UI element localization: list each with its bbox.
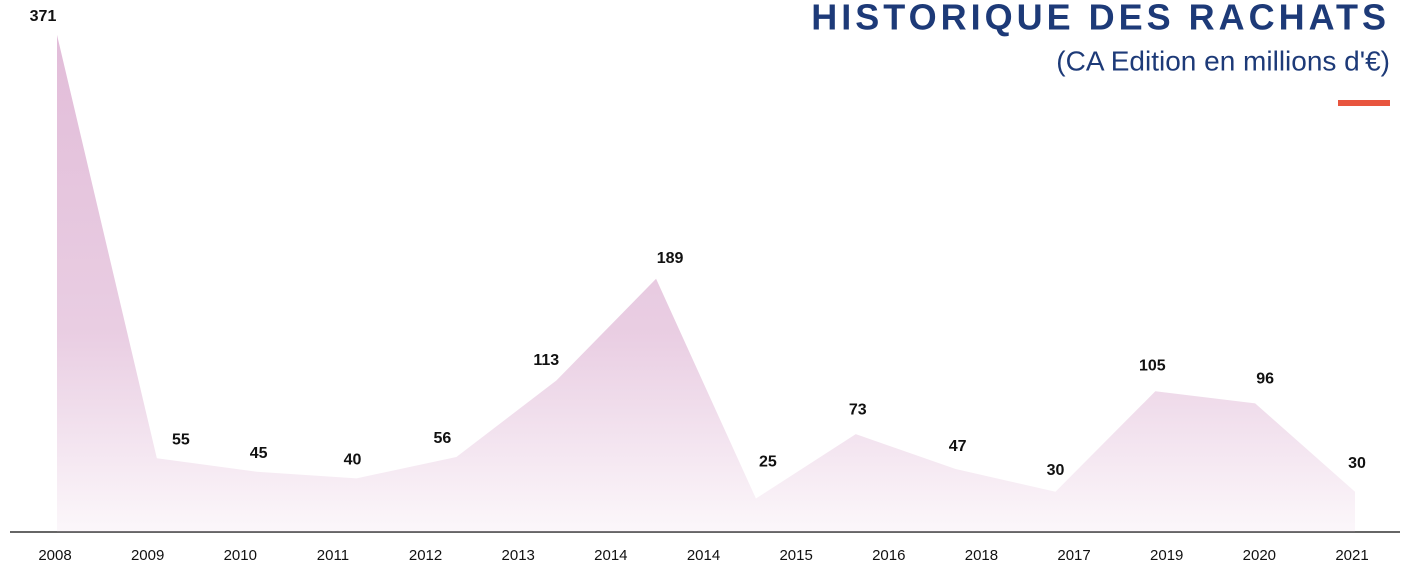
x-tick-label: 2010 <box>224 547 257 564</box>
data-label: 96 <box>1256 371 1274 388</box>
x-tick-label: 2015 <box>779 547 812 564</box>
data-label: 105 <box>1139 358 1166 375</box>
x-tick-label: 2017 <box>1057 547 1090 564</box>
data-label: 45 <box>250 445 268 462</box>
x-tick-label: 2021 <box>1335 547 1368 564</box>
x-tick-label: 2013 <box>502 547 535 564</box>
area <box>57 34 1355 533</box>
data-label: 30 <box>1348 455 1366 472</box>
data-label: 55 <box>172 432 190 449</box>
x-tick-label: 2016 <box>872 547 905 564</box>
x-tick-label: 2011 <box>317 547 349 564</box>
data-label: 56 <box>433 430 451 447</box>
data-label: 40 <box>344 452 362 469</box>
x-tick-label: 2012 <box>409 547 442 564</box>
x-tick-label: 2008 <box>38 547 71 564</box>
data-label: 371 <box>30 8 57 25</box>
data-label: 25 <box>759 454 777 471</box>
x-tick-label: 2014 <box>594 547 627 564</box>
x-tick-label: 2018 <box>965 547 998 564</box>
x-tick-label: 2009 <box>131 547 164 564</box>
data-label: 113 <box>533 352 559 369</box>
x-tick-label: 2019 <box>1150 547 1183 564</box>
data-label: 47 <box>949 438 967 455</box>
chart-subtitle: (CA Edition en millions d'€) <box>1056 45 1390 76</box>
x-tick-label: 2020 <box>1243 547 1276 564</box>
chart-title: HISTORIQUE DES RACHATS <box>811 0 1390 38</box>
data-label: 189 <box>657 250 684 267</box>
accent-bar <box>1338 100 1390 106</box>
data-label: 30 <box>1047 462 1065 479</box>
data-label: 73 <box>849 401 867 418</box>
x-tick-label: 2014 <box>687 547 720 564</box>
